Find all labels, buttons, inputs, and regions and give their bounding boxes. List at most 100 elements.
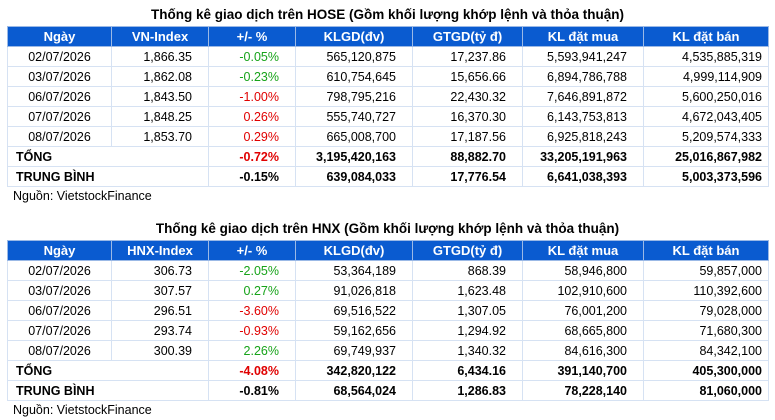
volume-cell: 565,120,875 [295, 46, 413, 67]
volume-cell: 665,008,700 [295, 126, 413, 147]
hnx-header-kl-ban: KL đặt bán [643, 240, 769, 261]
hose-header-pct: +/- % [208, 26, 296, 47]
hnx-header-gtgd: GTGD(tỷ đ) [412, 240, 523, 261]
value-cell: 17,776.54 [412, 166, 523, 187]
value-cell: 17,187.56 [412, 126, 523, 147]
index-cell: 1,866.35 [111, 46, 209, 67]
hnx-header-row: Ngày HNX-Index +/- % KLGD(đv) GTGD(tỷ đ)… [7, 240, 769, 261]
sell-volume-cell: 4,999,114,909 [643, 66, 769, 87]
table-row: 02/07/2026 1,866.35 -0.05% 565,120,875 17,23… [7, 46, 769, 67]
date-cell: 02/07/2026 [7, 46, 112, 67]
date-cell: 06/07/2026 [7, 86, 112, 107]
hnx-header-pct: +/- % [208, 240, 296, 261]
index-cell: 1,848.25 [111, 106, 209, 127]
date-cell: 08/07/2026 [7, 126, 112, 147]
change-pct-cell: -0.93% [208, 320, 296, 341]
volume-cell: 798,795,216 [295, 86, 413, 107]
value-cell: 1,623.48 [412, 280, 523, 301]
hnx-title: Thống kê giao dịch trên HNX (Gồm khối lư… [155, 221, 620, 236]
value-cell: 1,294.92 [412, 320, 523, 341]
buy-volume-cell: 6,925,818,243 [522, 126, 644, 147]
hnx-section: Thống kê giao dịch trên HNX (Gồm khối lư… [7, 218, 769, 420]
value-cell: 1,286.83 [412, 380, 523, 401]
value-cell: 15,656.66 [412, 66, 523, 87]
index-cell: 1,853.70 [111, 126, 209, 147]
date-cell: 03/07/2026 [7, 280, 112, 301]
index-cell: 307.57 [111, 280, 209, 301]
hose-header-gtgd: GTGD(tỷ đ) [412, 26, 523, 47]
buy-volume-cell: 7,646,891,872 [522, 86, 644, 107]
buy-volume-cell: 391,140,700 [522, 360, 644, 381]
hose-header-row: Ngày VN-Index +/- % KLGD(đv) GTGD(tỷ đ) … [7, 26, 769, 47]
average-row: TRUNG BÌNH -0.15% 639,084,033 17,776.54 6,64… [7, 166, 769, 187]
hnx-header-date: Ngày [7, 240, 112, 261]
hose-section: Thống kê giao dịch trên HOSE (Gồm khối l… [7, 4, 769, 206]
change-pct-cell: -0.23% [208, 66, 296, 87]
sell-volume-cell: 84,342,100 [643, 340, 769, 361]
buy-volume-cell: 78,228,140 [522, 380, 644, 401]
index-cell: 296.51 [111, 300, 209, 321]
average-label: TRUNG BÌNH [7, 380, 209, 401]
total-label: TỔNG [7, 146, 209, 167]
total-row: TỔNG -0.72% 3,195,420,163 88,882.70 33,205,1… [7, 146, 769, 167]
table-row: 08/07/2026 300.39 2.26% 69,749,937 1,340.32 8… [7, 340, 769, 361]
index-cell: 306.73 [111, 260, 209, 281]
change-pct-cell: -0.15% [208, 166, 296, 187]
index-cell: 1,862.08 [111, 66, 209, 87]
date-cell: 02/07/2026 [7, 260, 112, 281]
buy-volume-cell: 76,001,200 [522, 300, 644, 321]
value-cell: 1,340.32 [412, 340, 523, 361]
hnx-header-klgd: KLGD(đv) [295, 240, 413, 261]
hnx-header-index: HNX-Index [111, 240, 209, 261]
sell-volume-cell: 405,300,000 [643, 360, 769, 381]
sell-volume-cell: 81,060,000 [643, 380, 769, 401]
volume-cell: 69,516,522 [295, 300, 413, 321]
value-cell: 22,430.32 [412, 86, 523, 107]
table-row: 07/07/2026 293.74 -0.93% 59,162,656 1,294.92… [7, 320, 769, 341]
value-cell: 1,307.05 [412, 300, 523, 321]
sell-volume-cell: 71,680,300 [643, 320, 769, 341]
buy-volume-cell: 6,894,786,788 [522, 66, 644, 87]
value-cell: 88,882.70 [412, 146, 523, 167]
sell-volume-cell: 25,016,867,982 [643, 146, 769, 167]
index-cell: 293.74 [111, 320, 209, 341]
volume-cell: 3,195,420,163 [295, 146, 413, 167]
sell-volume-cell: 110,392,600 [643, 280, 769, 301]
volume-cell: 69,749,937 [295, 340, 413, 361]
change-pct-cell: -3.60% [208, 300, 296, 321]
hose-title: Thống kê giao dịch trên HOSE (Gồm khối l… [151, 7, 624, 22]
hose-header-date: Ngày [7, 26, 112, 47]
buy-volume-cell: 68,665,800 [522, 320, 644, 341]
volume-cell: 59,162,656 [295, 320, 413, 341]
average-row: TRUNG BÌNH -0.81% 68,564,024 1,286.83 78,228… [7, 380, 769, 401]
buy-volume-cell: 6,641,038,393 [522, 166, 644, 187]
buy-volume-cell: 102,910,600 [522, 280, 644, 301]
sell-volume-cell: 59,857,000 [643, 260, 769, 281]
change-pct-cell: -2.05% [208, 260, 296, 281]
hose-source: Nguồn: VietstockFinance [13, 189, 152, 203]
change-pct-cell: -0.72% [208, 146, 296, 167]
volume-cell: 639,084,033 [295, 166, 413, 187]
change-pct-cell: 0.27% [208, 280, 296, 301]
date-cell: 08/07/2026 [7, 340, 112, 361]
buy-volume-cell: 33,205,191,963 [522, 146, 644, 167]
table-row: 06/07/2026 296.51 -3.60% 69,516,522 1,307.05… [7, 300, 769, 321]
hose-header-klgd: KLGD(đv) [295, 26, 413, 47]
hnx-source: Nguồn: VietstockFinance [13, 403, 152, 417]
total-label: TỔNG [7, 360, 209, 381]
average-label: TRUNG BÌNH [7, 166, 209, 187]
hnx-table: Ngày HNX-Index +/- % KLGD(đv) GTGD(tỷ đ)… [7, 240, 769, 401]
change-pct-cell: 0.26% [208, 106, 296, 127]
value-cell: 16,370.30 [412, 106, 523, 127]
buy-volume-cell: 5,593,941,247 [522, 46, 644, 67]
sell-volume-cell: 5,003,373,596 [643, 166, 769, 187]
table-row: 07/07/2026 1,848.25 0.26% 555,740,727 16,370… [7, 106, 769, 127]
value-cell: 17,237.86 [412, 46, 523, 67]
change-pct-cell: 2.26% [208, 340, 296, 361]
date-cell: 07/07/2026 [7, 320, 112, 341]
hose-table: Ngày VN-Index +/- % KLGD(đv) GTGD(tỷ đ) … [7, 26, 769, 187]
buy-volume-cell: 84,616,300 [522, 340, 644, 361]
value-cell: 6,434.16 [412, 360, 523, 381]
index-cell: 300.39 [111, 340, 209, 361]
volume-cell: 53,364,189 [295, 260, 413, 281]
